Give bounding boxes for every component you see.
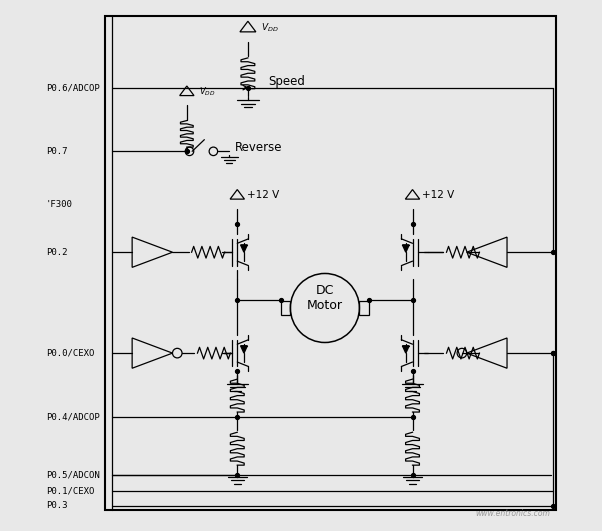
Text: DC: DC bbox=[315, 285, 334, 297]
Text: 'F300: 'F300 bbox=[46, 200, 73, 209]
Polygon shape bbox=[403, 346, 409, 353]
Polygon shape bbox=[241, 346, 247, 353]
Polygon shape bbox=[403, 245, 409, 252]
Text: P0.1/CEXO: P0.1/CEXO bbox=[46, 487, 95, 495]
Text: P0.6/ADCOP: P0.6/ADCOP bbox=[46, 83, 100, 92]
Text: +12 V: +12 V bbox=[422, 190, 455, 200]
Text: $V_{DD}$: $V_{DD}$ bbox=[199, 85, 215, 98]
Text: P0.3: P0.3 bbox=[46, 501, 67, 510]
Text: Speed: Speed bbox=[268, 75, 305, 88]
Polygon shape bbox=[241, 245, 247, 252]
Text: P0.5/ADCON: P0.5/ADCON bbox=[46, 471, 100, 479]
Text: Motor: Motor bbox=[307, 299, 343, 312]
Bar bbox=[359, 302, 369, 314]
Text: P0.7: P0.7 bbox=[46, 147, 67, 156]
Text: $V_{DD}$: $V_{DD}$ bbox=[261, 21, 279, 34]
Text: P0.0/CEXO: P0.0/CEXO bbox=[46, 349, 95, 357]
Bar bbox=[281, 302, 290, 314]
Bar bbox=[105, 16, 556, 510]
Text: Reverse: Reverse bbox=[235, 141, 282, 153]
Text: P0.2: P0.2 bbox=[46, 248, 67, 256]
Text: +12 V: +12 V bbox=[247, 190, 279, 200]
Text: www.entronics.com: www.entronics.com bbox=[476, 509, 551, 518]
Text: P0.4/ADCOP: P0.4/ADCOP bbox=[46, 413, 100, 421]
